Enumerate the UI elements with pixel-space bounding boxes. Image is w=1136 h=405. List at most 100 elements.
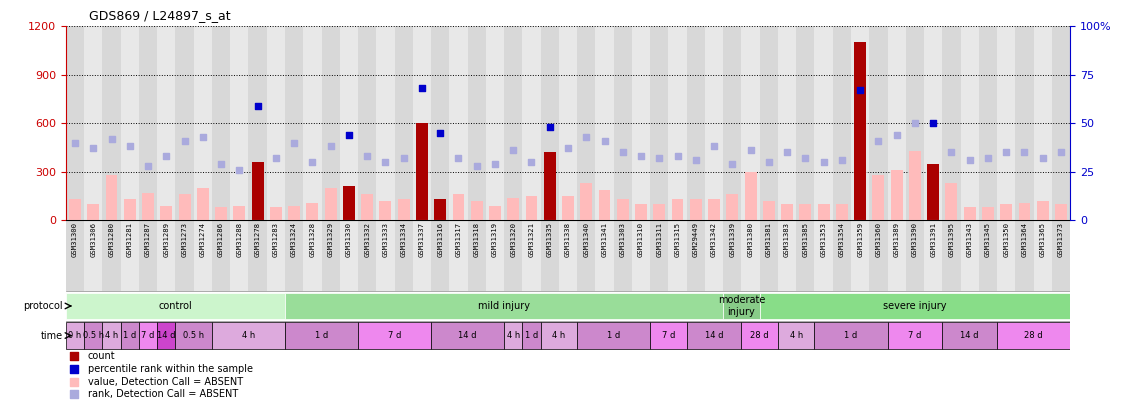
Bar (1052, 220, 1070, 291)
Bar (142, 193, 154, 220)
Text: 4 h: 4 h (507, 331, 520, 340)
Bar (961, 220, 979, 291)
Text: 1 d: 1 d (315, 331, 328, 340)
Text: 28 d: 28 d (751, 331, 769, 340)
Bar (818, 204, 829, 220)
Text: 7 d: 7 d (908, 331, 921, 340)
Bar (212, 26, 231, 220)
Bar (231, 220, 249, 291)
Bar (905, 26, 924, 220)
Bar (650, 26, 668, 220)
Bar (267, 26, 285, 220)
Bar (508, 198, 519, 220)
Bar (613, 220, 632, 291)
Point (340, 132, 358, 138)
Text: GSM31332: GSM31332 (365, 222, 370, 257)
Bar (194, 220, 212, 291)
Text: GSM31300: GSM31300 (72, 222, 78, 257)
Bar (321, 26, 340, 220)
Bar (340, 220, 358, 291)
Text: 4 h: 4 h (105, 331, 118, 340)
Bar (815, 26, 833, 220)
Text: severe injury: severe injury (883, 301, 946, 311)
Text: 1 d: 1 d (607, 331, 620, 340)
Bar (379, 201, 391, 220)
Bar (157, 220, 175, 291)
FancyBboxPatch shape (66, 293, 285, 319)
Bar (450, 26, 468, 220)
Point (796, 155, 815, 161)
Point (595, 137, 613, 144)
Point (376, 159, 394, 165)
Text: GSM31354: GSM31354 (838, 222, 845, 257)
Point (833, 157, 851, 163)
Text: GSM31318: GSM31318 (474, 222, 479, 257)
Point (175, 137, 193, 144)
Point (267, 155, 285, 161)
Point (1052, 149, 1070, 156)
Bar (431, 220, 450, 291)
Bar (559, 26, 577, 220)
FancyBboxPatch shape (102, 322, 120, 349)
Bar (1055, 204, 1067, 220)
Point (486, 161, 504, 167)
Text: GSM31333: GSM31333 (383, 222, 389, 257)
Text: GSM31359: GSM31359 (858, 222, 863, 257)
Text: 4 h: 4 h (552, 331, 566, 340)
Bar (102, 220, 120, 291)
Text: 1 d: 1 d (123, 331, 136, 340)
Bar (431, 26, 450, 220)
Bar (724, 26, 742, 220)
Point (724, 161, 742, 167)
Point (303, 159, 321, 165)
Bar (541, 26, 559, 220)
Text: 28 d: 28 d (1025, 331, 1043, 340)
Bar (139, 26, 157, 220)
Text: GSM31345: GSM31345 (985, 222, 991, 257)
FancyBboxPatch shape (650, 322, 686, 349)
Point (139, 163, 157, 169)
Bar (523, 26, 541, 220)
Point (1034, 155, 1052, 161)
Text: 0 h: 0 h (68, 331, 82, 340)
Bar (212, 220, 231, 291)
FancyBboxPatch shape (66, 322, 84, 349)
Text: GSM31319: GSM31319 (492, 222, 498, 257)
Bar (613, 26, 632, 220)
Text: percentile rank within the sample: percentile rank within the sample (87, 364, 253, 374)
Bar (87, 204, 99, 220)
Point (450, 155, 468, 161)
Text: GSM31381: GSM31381 (766, 222, 771, 257)
Bar (650, 220, 668, 291)
FancyBboxPatch shape (358, 322, 431, 349)
Point (102, 135, 120, 142)
Text: GSM31341: GSM31341 (602, 222, 608, 257)
FancyBboxPatch shape (504, 322, 523, 349)
Bar (321, 220, 340, 291)
Point (979, 155, 997, 161)
Text: 14 d: 14 d (704, 331, 724, 340)
Bar (1037, 201, 1049, 220)
FancyBboxPatch shape (778, 322, 815, 349)
Text: GSM31286: GSM31286 (218, 222, 224, 257)
Text: GSM31324: GSM31324 (291, 222, 298, 257)
FancyBboxPatch shape (285, 293, 724, 319)
FancyBboxPatch shape (157, 322, 175, 349)
Bar (69, 199, 81, 220)
Point (212, 161, 231, 167)
Bar (982, 207, 994, 220)
Bar (942, 220, 961, 291)
Text: GSM31281: GSM31281 (127, 222, 133, 257)
Text: GSM31311: GSM31311 (657, 222, 662, 257)
Bar (979, 26, 997, 220)
Bar (872, 175, 884, 220)
Point (504, 147, 523, 153)
Text: GSM31390: GSM31390 (912, 222, 918, 257)
Point (120, 143, 139, 150)
Bar (1034, 26, 1052, 220)
Text: 1 d: 1 d (525, 331, 538, 340)
Text: 7 d: 7 d (662, 331, 675, 340)
Bar (84, 26, 102, 220)
Bar (106, 175, 117, 220)
Bar (486, 26, 504, 220)
